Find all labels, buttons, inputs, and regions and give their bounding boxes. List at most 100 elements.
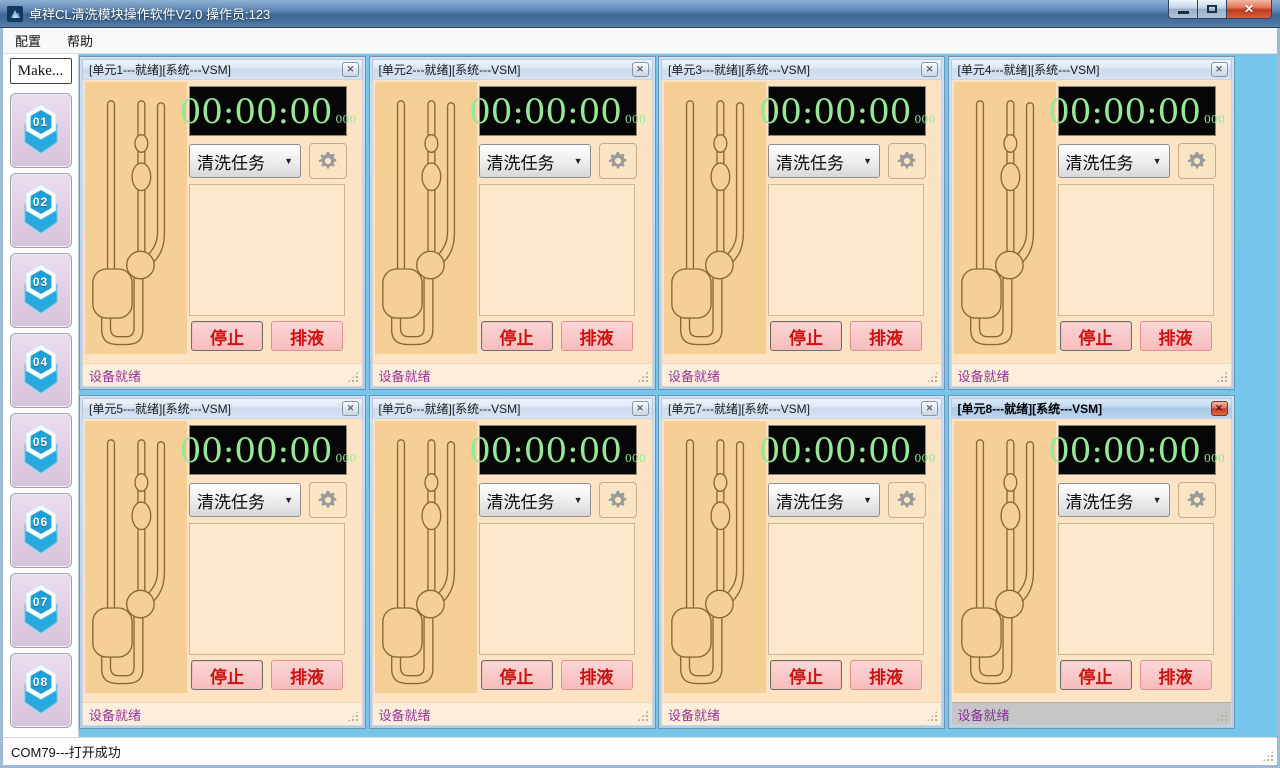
settings-button[interactable]: [1177, 143, 1216, 179]
panel-close-button[interactable]: ✕: [1210, 401, 1228, 416]
stop-button[interactable]: 停止: [480, 321, 553, 351]
minimize-icon: [1177, 10, 1189, 14]
panel-close-button[interactable]: ✕: [342, 62, 359, 77]
viscometer-graphic: [85, 421, 187, 693]
task-dropdown[interactable]: 清洗任务 ▼: [478, 483, 591, 517]
drain-button[interactable]: 排液: [271, 660, 343, 690]
drain-button[interactable]: 排液: [850, 321, 922, 351]
panel-status-text: 设备就绪: [957, 707, 1010, 723]
stop-button[interactable]: 停止: [770, 321, 842, 351]
task-dropdown[interactable]: 清洗任务 ▼: [478, 144, 591, 178]
panel-titlebar[interactable]: [单元1---就绪][系统---VSM] ✕: [82, 59, 363, 79]
panel-resize-grip[interactable]: [636, 710, 649, 722]
hexagon-badge-icon: 05: [19, 423, 63, 478]
menu-item-help[interactable]: 帮助: [67, 34, 94, 49]
task-dropdown-value: 清洗任务: [1065, 492, 1134, 512]
close-icon: ✕: [1243, 2, 1255, 16]
hexagon-badge-icon: 04: [19, 343, 63, 398]
task-list[interactable]: [1057, 184, 1214, 316]
panel-status-text: 设备就绪: [89, 368, 142, 384]
settings-button[interactable]: [309, 143, 347, 179]
task-dropdown[interactable]: 清洗任务 ▼: [189, 483, 301, 517]
panel-titlebar[interactable]: [单元7---就绪][系统---VSM] ✕: [661, 398, 942, 418]
task-list[interactable]: [478, 184, 635, 316]
task-list[interactable]: [768, 184, 924, 316]
unit-button-list: 01 02 03: [9, 93, 72, 733]
task-dropdown[interactable]: 清洗任务 ▼: [768, 144, 880, 178]
panel-titlebar[interactable]: [单元8---就绪][系统---VSM] ✕: [950, 398, 1232, 418]
gear-icon: [1187, 151, 1205, 169]
drain-button[interactable]: 排液: [1139, 321, 1212, 351]
menu-item-config[interactable]: 配置: [15, 34, 42, 49]
maximize-button[interactable]: [1198, 0, 1226, 19]
app-status-text: COM79---打开成功: [11, 745, 121, 760]
panel-statusbar: 设备就绪: [661, 363, 942, 387]
stop-button[interactable]: 停止: [1059, 660, 1132, 690]
sidebar-unit-button[interactable]: 03: [9, 253, 72, 328]
gear-icon: [608, 490, 626, 508]
settings-button[interactable]: [888, 482, 926, 518]
panel-close-button[interactable]: ✕: [342, 401, 359, 416]
panel-resize-grip[interactable]: [1215, 710, 1228, 722]
panel-close-button[interactable]: ✕: [631, 401, 649, 416]
panel-resize-grip[interactable]: [926, 710, 938, 722]
hexagon-badge-icon: 03: [19, 263, 63, 318]
sidebar-unit-button[interactable]: 06: [9, 493, 72, 568]
panel-close-button[interactable]: ✕: [921, 401, 938, 416]
minimize-button[interactable]: [1168, 0, 1198, 19]
drain-button[interactable]: 排液: [560, 660, 633, 690]
task-dropdown[interactable]: 清洗任务 ▼: [768, 483, 880, 517]
sidebar-unit-button[interactable]: 07: [9, 573, 72, 648]
panel-close-button[interactable]: ✕: [1210, 62, 1228, 77]
settings-button[interactable]: [1177, 482, 1216, 518]
task-list[interactable]: [189, 523, 345, 655]
app-titlebar[interactable]: 卓祥CL清洗模块操作软件V2.0 操作员:123 ✕: [0, 0, 1280, 28]
task-dropdown[interactable]: 清洗任务 ▼: [1057, 483, 1170, 517]
panel-close-button[interactable]: ✕: [921, 62, 938, 77]
task-list[interactable]: [768, 523, 924, 655]
stop-button[interactable]: 停止: [770, 660, 842, 690]
panel-resize-grip[interactable]: [1215, 371, 1228, 383]
timer-value: 00:00:00: [758, 92, 912, 132]
task-list[interactable]: [1057, 523, 1214, 655]
task-list[interactable]: [189, 184, 345, 316]
settings-button[interactable]: [888, 143, 926, 179]
panel-close-button[interactable]: ✕: [631, 62, 649, 77]
panel-titlebar[interactable]: [单元2---就绪][系统---VSM] ✕: [371, 59, 653, 79]
panel-resize-grip[interactable]: [347, 371, 359, 383]
stop-button[interactable]: 停止: [1059, 321, 1132, 351]
drain-button[interactable]: 排液: [560, 321, 633, 351]
drain-button[interactable]: 排液: [271, 321, 343, 351]
drain-button[interactable]: 排液: [1139, 660, 1212, 690]
unit-panel: [单元2---就绪][系统---VSM] ✕: [368, 56, 656, 390]
drain-button[interactable]: 排液: [850, 660, 922, 690]
task-dropdown[interactable]: 清洗任务 ▼: [189, 144, 301, 178]
panel-titlebar[interactable]: [单元5---就绪][系统---VSM] ✕: [82, 398, 363, 418]
settings-button[interactable]: [598, 482, 637, 518]
viscometer-graphic: [664, 421, 766, 693]
task-dropdown[interactable]: 清洗任务 ▼: [1057, 144, 1170, 178]
gear-icon: [318, 151, 337, 169]
task-list[interactable]: [478, 523, 635, 655]
panel-titlebar[interactable]: [单元6---就绪][系统---VSM] ✕: [371, 398, 653, 418]
panel-resize-grip[interactable]: [347, 710, 359, 722]
panel-resize-grip[interactable]: [926, 371, 938, 383]
settings-button[interactable]: [598, 143, 637, 179]
sidebar-unit-button[interactable]: 02: [9, 173, 72, 248]
stop-button[interactable]: 停止: [191, 321, 263, 351]
panel-titlebar[interactable]: [单元3---就绪][系统---VSM] ✕: [661, 59, 942, 79]
sidebar-unit-button[interactable]: 01: [9, 93, 72, 168]
panel-resize-grip[interactable]: [636, 371, 649, 383]
panel-statusbar: 设备就绪: [371, 363, 653, 387]
resize-grip[interactable]: [1262, 750, 1274, 762]
stop-button[interactable]: 停止: [480, 660, 553, 690]
chevron-down-icon: ▼: [284, 156, 293, 166]
stop-button[interactable]: 停止: [191, 660, 263, 690]
sidebar-unit-button[interactable]: 08: [9, 653, 72, 728]
sidebar-unit-button[interactable]: 04: [9, 333, 72, 408]
sidebar-unit-button[interactable]: 05: [9, 413, 72, 488]
settings-button[interactable]: [309, 482, 347, 518]
make-button[interactable]: Make...: [9, 58, 72, 84]
panel-titlebar[interactable]: [单元4---就绪][系统---VSM] ✕: [950, 59, 1232, 79]
close-button[interactable]: ✕: [1226, 0, 1272, 19]
